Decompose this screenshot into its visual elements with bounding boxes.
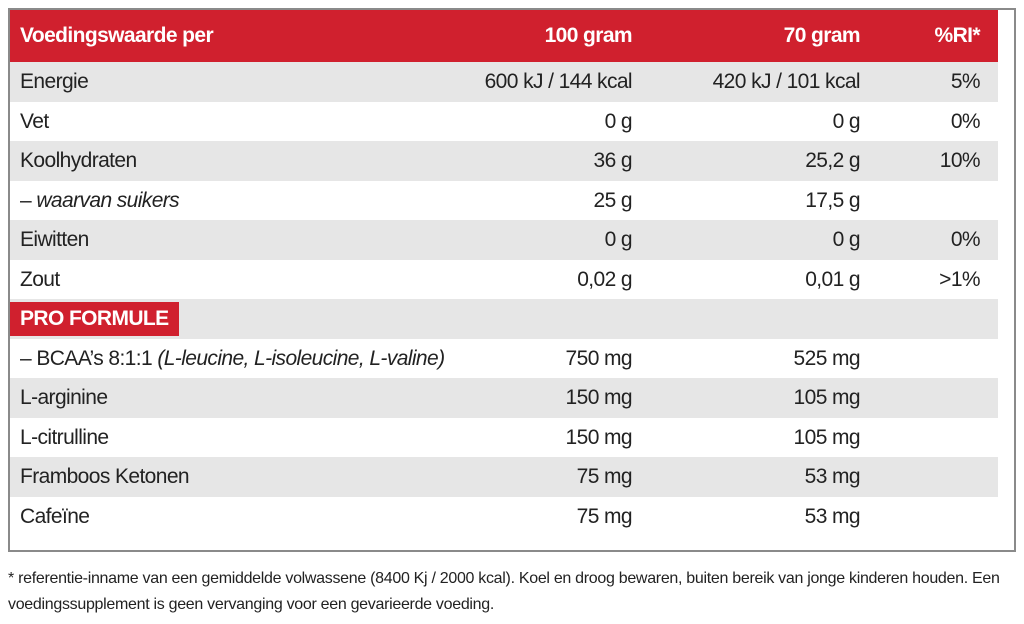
cell: 105 mg bbox=[793, 425, 861, 449]
cell: 0 g bbox=[832, 228, 861, 251]
label-text: Energie bbox=[20, 70, 89, 93]
table-row: Cafeïne 75 mg 53 mg bbox=[10, 497, 998, 537]
cell: 25,2 g bbox=[805, 149, 860, 172]
row-label: Vet bbox=[20, 102, 49, 142]
section-label: PRO FORMULE bbox=[10, 302, 179, 336]
label-text: – bbox=[20, 188, 32, 212]
cell: 150 mg bbox=[565, 386, 633, 409]
table-row: Zout 0,02 g 0,01 g >1% bbox=[10, 260, 998, 300]
cell: 5% bbox=[950, 70, 981, 93]
cell: 53 mg bbox=[804, 465, 861, 488]
cell: 17,5 g bbox=[805, 188, 860, 212]
cell: 10% bbox=[939, 149, 981, 172]
cell: 36 g bbox=[593, 149, 633, 172]
row-label: L-arginine bbox=[20, 378, 108, 418]
cell: 105 mg bbox=[793, 386, 861, 409]
table-row: Framboos Ketonen 75 mg 53 mg bbox=[10, 457, 998, 497]
label-italic: (L-leucine, L-isoleucine, L-valine) bbox=[157, 346, 445, 370]
footnote: * referentie-inname van een gemiddelde v… bbox=[8, 570, 1000, 613]
label-text: L-citrulline bbox=[20, 425, 109, 449]
label-text: Vet bbox=[20, 109, 49, 133]
cell: >1% bbox=[939, 267, 980, 291]
row-label: – BCAA’s 8:1:1 (L-leucine, L-isoleucine,… bbox=[20, 339, 445, 379]
header-row: Voedingswaarde per 100 gram 70 gram %RI* bbox=[10, 10, 998, 62]
table-row: Energie 600 kJ / 144 kcal 420 kJ / 101 kca… bbox=[10, 62, 998, 102]
table-row: Koolhydraten 36 g 25,2 g 10% bbox=[10, 141, 998, 181]
label-text: Zout bbox=[20, 267, 60, 291]
label-text: Koolhydraten bbox=[20, 149, 137, 172]
cell: 0,01 g bbox=[805, 267, 860, 291]
header-cell: Voedingswaarde per bbox=[20, 24, 214, 47]
label-italic: waarvan suikers bbox=[36, 188, 180, 212]
row-label: Koolhydraten bbox=[20, 141, 137, 181]
label-text: Eiwitten bbox=[20, 228, 89, 251]
header-cell: %RI* bbox=[934, 24, 981, 47]
cell: 75 mg bbox=[576, 504, 633, 528]
table-row: L-arginine 150 mg 105 mg bbox=[10, 378, 998, 418]
cell: 0% bbox=[950, 228, 981, 251]
table-row: PRO FORMULE bbox=[10, 299, 998, 339]
table-row: Eiwitten 0 g 0 g 0% bbox=[10, 220, 998, 260]
cell: 75 mg bbox=[576, 465, 633, 488]
row-label: Zout bbox=[20, 260, 60, 300]
label-text: – BCAA’s 8:1:1 bbox=[20, 346, 153, 370]
cell: 600 kJ / 144 kcal bbox=[484, 70, 633, 93]
table-row: – waarvan suikers 25 g 17,5 g bbox=[10, 181, 998, 221]
cell: 0 g bbox=[604, 109, 633, 133]
cell: 0,02 g bbox=[577, 267, 632, 291]
row-label: Framboos Ketonen bbox=[20, 457, 190, 497]
cell: 0 g bbox=[604, 228, 633, 251]
label-text: Cafeïne bbox=[20, 504, 90, 528]
cell: 525 mg bbox=[793, 346, 861, 370]
row-label: Energie bbox=[20, 62, 89, 102]
nutrition-table: Voedingswaarde per 100 gram 70 gram %RI* Ene… bbox=[10, 10, 998, 536]
table-row: – BCAA’s 8:1:1 (L-leucine, L-isoleucine,… bbox=[10, 339, 998, 379]
table-frame bbox=[8, 8, 1016, 552]
cell: 25 g bbox=[593, 188, 633, 212]
cell: 53 mg bbox=[804, 504, 861, 528]
label-text: Framboos Ketonen bbox=[20, 465, 190, 488]
cell: 420 kJ / 101 kcal bbox=[712, 70, 861, 93]
header-cell: 100 gram bbox=[544, 24, 633, 47]
cell: 150 mg bbox=[565, 425, 633, 449]
table-row: L-citrulline 150 mg 105 mg bbox=[10, 418, 998, 458]
label-text: L-arginine bbox=[20, 386, 108, 409]
cell: 0 g bbox=[832, 109, 861, 133]
row-label: – waarvan suikers bbox=[20, 181, 180, 221]
cell: 750 mg bbox=[565, 346, 633, 370]
row-label: Cafeïne bbox=[20, 497, 90, 537]
table-row: Vet 0 g 0 g 0% bbox=[10, 102, 998, 142]
row-label: Eiwitten bbox=[20, 220, 89, 260]
cell: 0% bbox=[950, 109, 981, 133]
row-label: L-citrulline bbox=[20, 418, 109, 458]
header-cell: 70 gram bbox=[783, 24, 861, 47]
